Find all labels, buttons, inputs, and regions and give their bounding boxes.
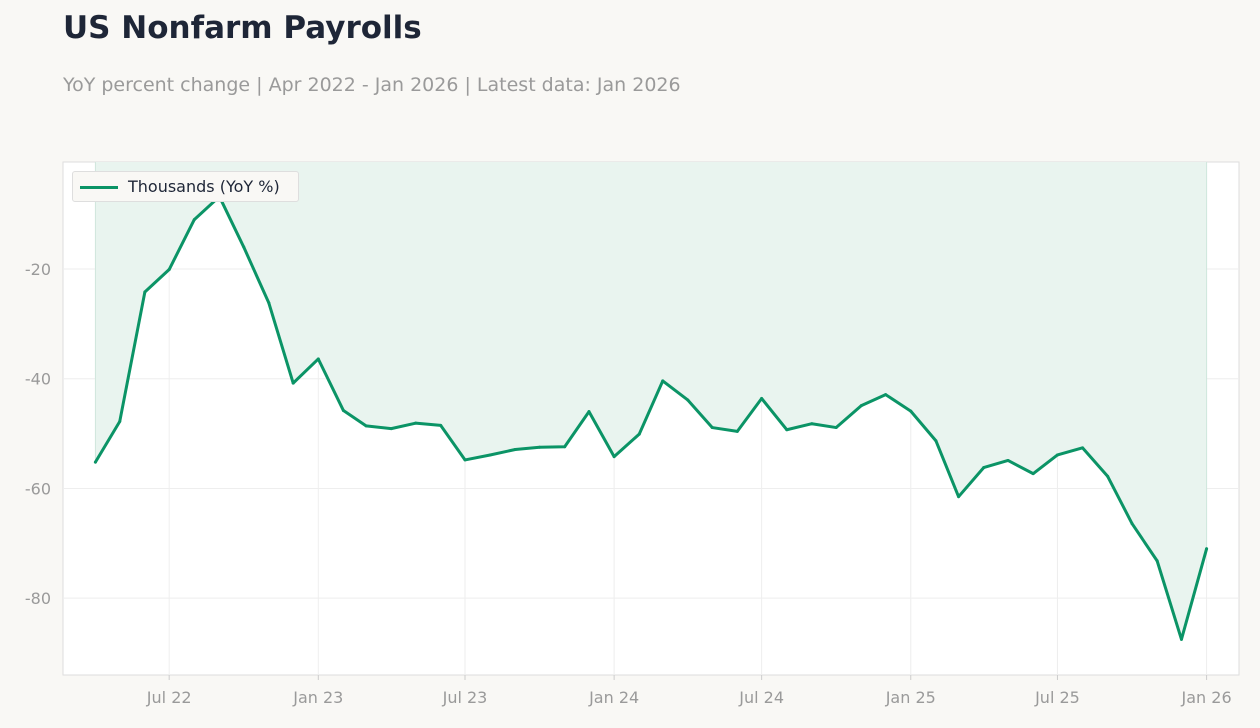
- data-point-2024-03-01: [661, 379, 665, 383]
- data-point-2023-01-01: [316, 357, 320, 361]
- data-point-2024-11-01: [859, 404, 863, 408]
- area-edges: [94, 162, 1208, 549]
- data-point-2022-04-01: [93, 460, 97, 464]
- x-tick-label: Jan 24: [588, 688, 639, 707]
- data-point-2025-05-01: [1006, 458, 1010, 462]
- data-point-2025-08-01: [1081, 446, 1085, 450]
- data-point-2023-04-01: [389, 427, 393, 431]
- data-point-2025-01-01: [909, 409, 913, 413]
- series-line: [93, 195, 1209, 641]
- data-point-2023-11-01: [563, 445, 567, 449]
- data-point-2023-07-01: [463, 458, 467, 462]
- data-point-2024-01-01: [612, 455, 616, 459]
- legend-line-swatch: [80, 186, 118, 189]
- data-point-2022-06-01: [143, 290, 147, 294]
- data-point-2023-09-01: [513, 447, 517, 451]
- data-point-2024-12-01: [884, 393, 888, 397]
- data-point-2024-06-01: [735, 429, 739, 433]
- x-tick-label: Jul 22: [146, 688, 192, 707]
- data-point-2025-09-01: [1106, 474, 1110, 478]
- data-point-2025-03-01: [957, 495, 961, 499]
- y-tick-label: -40: [25, 370, 51, 389]
- data-point-2024-10-01: [834, 426, 838, 430]
- y-axis-ticks: -20 -40 -60 -80: [25, 260, 51, 608]
- data-point-2022-05-01: [118, 420, 122, 424]
- legend: Thousands (YoY %): [72, 171, 299, 202]
- data-point-2023-03-01: [364, 424, 368, 428]
- x-tick-label: Jan 26: [1181, 688, 1232, 707]
- data-point-2025-04-01: [982, 466, 986, 470]
- data-point-2023-12-01: [587, 410, 591, 414]
- data-point-2024-08-01: [785, 428, 789, 432]
- data-point-2025-06-01: [1031, 472, 1035, 476]
- legend-label: Thousands (YoY %): [128, 177, 280, 196]
- data-point-2023-02-01: [341, 409, 345, 413]
- y-tick-label: -60: [25, 479, 51, 498]
- chart-subtitle: YoY percent change | Apr 2022 - Jan 2026…: [63, 74, 681, 96]
- data-point-2025-02-01: [934, 439, 938, 443]
- data-point-2025-11-01: [1155, 559, 1159, 563]
- data-point-2023-10-01: [538, 445, 542, 449]
- data-point-2025-07-01: [1055, 453, 1059, 457]
- data-point-2024-05-01: [710, 426, 714, 430]
- x-axis-ticks: Jul 22 Jan 23 Jul 23 Jan 24 Jul 24 Jan 25 Jul …: [146, 675, 1232, 707]
- data-point-2023-05-01: [414, 421, 418, 425]
- data-point-2024-02-01: [637, 432, 641, 436]
- x-tick-label: Jan 25: [885, 688, 936, 707]
- data-point-2024-07-01: [760, 396, 764, 400]
- data-point-2022-07-01: [167, 268, 171, 272]
- data-point-2025-12-01: [1179, 637, 1183, 641]
- data-point-2024-09-01: [810, 422, 814, 426]
- series-area-fill: [95, 162, 1207, 640]
- data-point-2023-08-01: [488, 453, 492, 457]
- chart-title: US Nonfarm Payrolls: [63, 10, 422, 46]
- x-tick-label: Jul 24: [738, 688, 784, 707]
- data-point-2026-01-01: [1205, 547, 1209, 551]
- data-point-2023-06-01: [439, 423, 443, 427]
- data-point-2022-12-01: [291, 381, 295, 385]
- x-tick-label: Jan 23: [292, 688, 343, 707]
- data-points: [93, 195, 1209, 641]
- data-point-2022-10-01: [242, 245, 246, 249]
- data-point-2025-10-01: [1130, 522, 1134, 526]
- data-point-2022-08-01: [192, 218, 196, 222]
- data-point-2022-11-01: [267, 301, 271, 305]
- x-tick-label: Jul 25: [1034, 688, 1080, 707]
- data-point-2024-04-01: [686, 398, 690, 402]
- y-tick-label: -80: [25, 589, 51, 608]
- y-tick-label: -20: [25, 260, 51, 279]
- x-tick-label: Jul 23: [442, 688, 488, 707]
